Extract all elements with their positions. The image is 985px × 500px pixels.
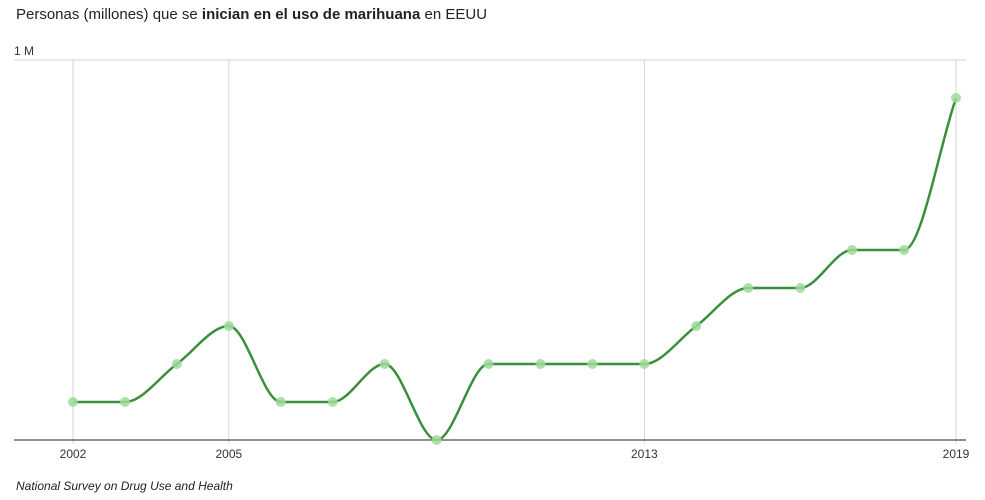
y-tick-label: 1 M [14,44,34,58]
data-point [639,359,650,369]
data-point [691,321,702,331]
data-point [275,397,286,407]
chart-title: Personas (millones) que se inician en el… [16,6,487,24]
data-point [223,321,234,331]
data-point [847,245,858,255]
data-point [431,435,442,445]
series-line [73,97,958,442]
data-point [379,359,390,369]
data-point [899,245,910,255]
data-point [795,283,806,293]
marker-layer [68,93,961,445]
label-layer: 1 M 2002 2005 2013 2019 [14,44,970,461]
data-point [119,397,130,407]
x-tick-label: 2019 [943,447,970,461]
x-tick-label: 2002 [60,447,87,461]
data-point [171,359,182,369]
data-point [327,397,338,407]
chart-title-suffix: en EEUU [420,6,488,23]
data-point [483,359,494,369]
data-point [951,93,961,103]
chart-title-prefix: Personas (millones) que se [16,6,202,23]
x-tick-label: 2005 [215,447,242,461]
data-point [587,359,598,369]
data-point [68,397,78,407]
data-point [535,359,546,369]
data-point [743,283,754,293]
chart-title-bold: inician en el uso de marihuana [201,6,421,23]
grid-layer [14,59,966,444]
source-note: National Survey on Drug Use and Health [16,479,233,493]
x-tick-label: 2013 [631,447,658,461]
